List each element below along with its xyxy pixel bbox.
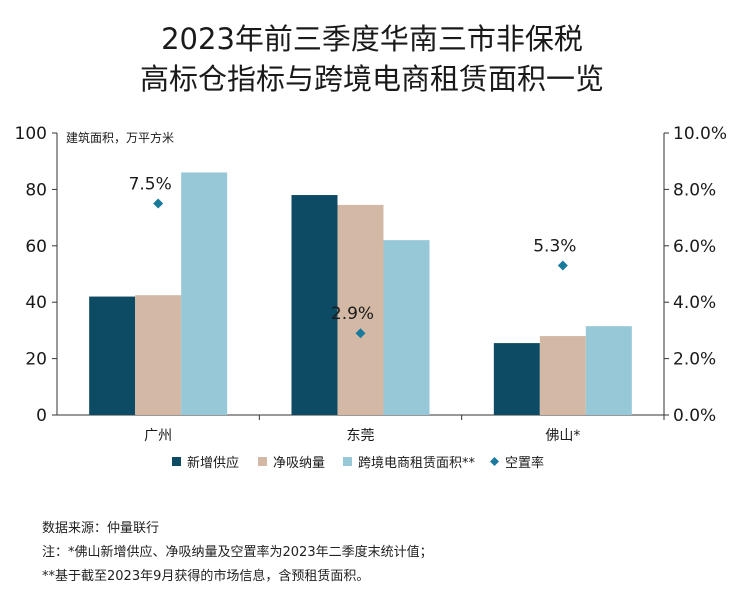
footnote-2: **基于截至2023年9月获得的市场信息，含预租赁面积。: [42, 569, 370, 584]
scatter-point: [355, 328, 366, 339]
y-tick-right-label: 6.0%: [673, 237, 716, 257]
x-tick-label: 佛山*: [545, 428, 580, 444]
bar: [337, 204, 384, 415]
legend-swatch: [490, 457, 499, 466]
footnote-1: 注：*佛山新增供应、净吸纳量及空置率为2023年二季度末统计值；: [42, 545, 433, 560]
y-tick-left-label: 20: [25, 350, 47, 370]
y-tick-right-label: 2.0%: [673, 350, 716, 370]
legend-label: 空置率: [505, 455, 544, 471]
scatter-point: [153, 198, 164, 209]
legend-label: 跨境电商租赁面积**: [358, 456, 476, 471]
x-tick-label: 东莞: [347, 428, 375, 444]
y-tick-right-label: 0.0%: [673, 406, 716, 426]
y-tick-left-label: 40: [25, 293, 47, 313]
source-note: 数据来源：仲量联行: [42, 521, 160, 536]
y-axis-label: 建筑面积，万平方米: [66, 130, 174, 145]
data-label: 2.9%: [331, 304, 374, 324]
y-tick-left-label: 80: [25, 180, 47, 200]
bar: [89, 296, 136, 415]
chart-title-line2: 高标仓指标与跨境电商租赁面积一览: [139, 62, 604, 96]
data-label: 7.5%: [129, 175, 172, 195]
bar: [135, 295, 182, 415]
y-tick-right-label: 4.0%: [673, 293, 716, 313]
chart-title-line1: 2023年前三季度华南三市非保税: [161, 22, 583, 56]
bar: [181, 172, 228, 415]
y-tick-left-label: 100: [15, 124, 47, 144]
y-tick-left-label: 0: [36, 406, 47, 426]
bar: [539, 336, 586, 415]
data-label: 5.3%: [533, 237, 576, 257]
legend-swatch: [343, 457, 352, 466]
bar: [493, 343, 540, 415]
bar: [585, 326, 632, 415]
legend-label: 净吸纳量: [273, 456, 325, 471]
x-tick-label: 广州: [144, 428, 172, 444]
y-tick-right-label: 8.0%: [673, 180, 716, 200]
legend-swatch: [172, 457, 181, 466]
y-tick-right-label: 10.0%: [673, 124, 727, 144]
legend-swatch: [258, 457, 267, 466]
y-tick-left-label: 60: [25, 237, 47, 257]
bar: [383, 240, 430, 415]
scatter-point: [557, 260, 568, 271]
bar: [291, 195, 338, 415]
legend-label: 新增供应: [187, 455, 239, 471]
